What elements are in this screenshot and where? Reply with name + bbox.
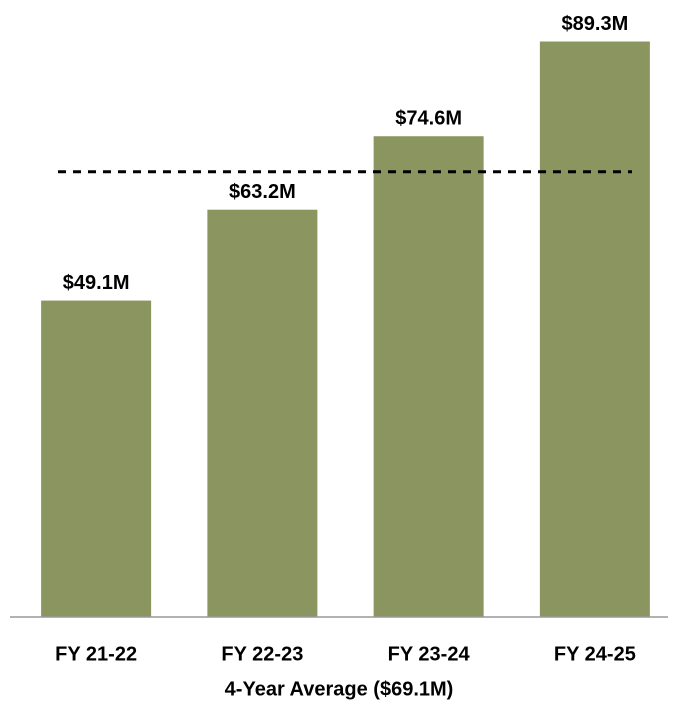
x-tick-label: FY 21-22 bbox=[55, 643, 137, 665]
x-tick-label: FY 22-23 bbox=[221, 643, 303, 665]
x-tick-label: FY 24-25 bbox=[554, 643, 636, 665]
value-label: $49.1M bbox=[63, 272, 130, 294]
bar bbox=[539, 41, 650, 618]
bar bbox=[373, 136, 484, 617]
value-label: $63.2M bbox=[229, 181, 296, 203]
value-label: $89.3M bbox=[562, 13, 629, 35]
bar bbox=[41, 300, 152, 617]
axis-label: 4-Year Average ($69.1M) bbox=[225, 678, 454, 700]
bar bbox=[207, 209, 318, 617]
value-label: $74.6M bbox=[395, 108, 462, 130]
x-tick-label: FY 23-24 bbox=[388, 643, 471, 665]
